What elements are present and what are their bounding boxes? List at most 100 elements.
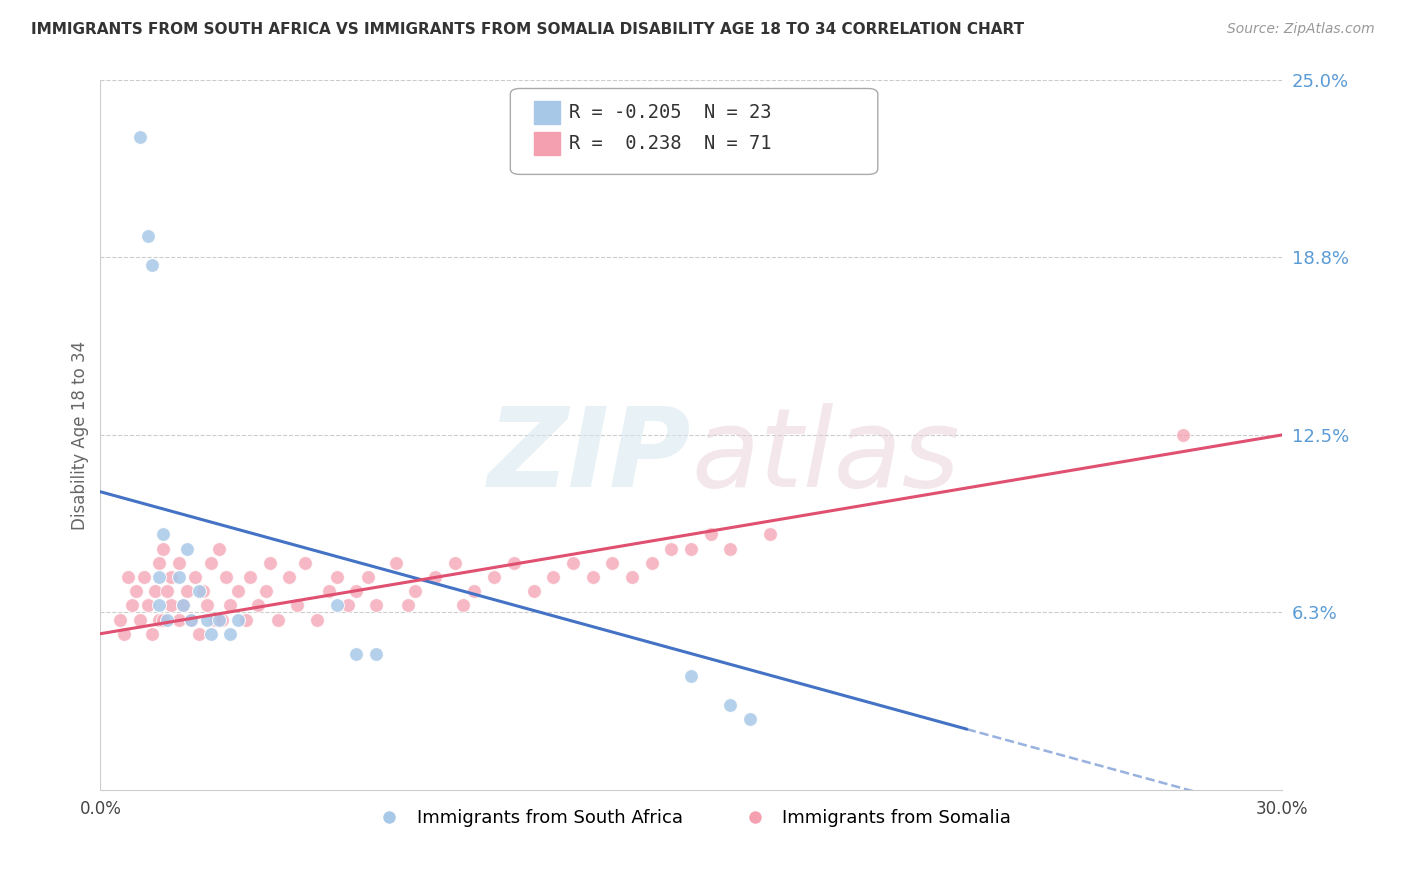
Point bbox=[443, 556, 465, 570]
Point bbox=[136, 229, 159, 244]
Point bbox=[200, 626, 222, 640]
Point bbox=[108, 613, 131, 627]
Point bbox=[661, 541, 683, 556]
Point bbox=[384, 556, 406, 570]
Point bbox=[1173, 428, 1195, 442]
Point bbox=[128, 129, 150, 144]
Point bbox=[132, 570, 155, 584]
Point bbox=[759, 527, 782, 541]
Point bbox=[621, 570, 644, 584]
Point bbox=[167, 570, 190, 584]
Text: R =  0.238  N = 71: R = 0.238 N = 71 bbox=[569, 134, 772, 153]
Point bbox=[172, 599, 194, 613]
Point bbox=[204, 613, 226, 627]
Point bbox=[325, 599, 347, 613]
Point bbox=[156, 613, 179, 627]
Point bbox=[344, 647, 367, 661]
Point bbox=[226, 613, 249, 627]
Point bbox=[325, 570, 347, 584]
Text: Source: ZipAtlas.com: Source: ZipAtlas.com bbox=[1227, 22, 1375, 37]
Point bbox=[211, 613, 233, 627]
Point bbox=[176, 541, 198, 556]
Point bbox=[219, 626, 242, 640]
Point bbox=[602, 556, 624, 570]
Point bbox=[141, 258, 163, 272]
Point bbox=[160, 599, 183, 613]
Point bbox=[167, 613, 190, 627]
Point bbox=[152, 613, 174, 627]
Point bbox=[582, 570, 605, 584]
Point bbox=[176, 584, 198, 599]
Point bbox=[187, 584, 209, 599]
Point bbox=[195, 599, 218, 613]
Point bbox=[145, 584, 167, 599]
Point bbox=[720, 698, 742, 712]
Point bbox=[404, 584, 426, 599]
Point bbox=[148, 599, 170, 613]
Point bbox=[451, 599, 474, 613]
Point bbox=[180, 613, 202, 627]
Point bbox=[152, 527, 174, 541]
Point bbox=[423, 570, 446, 584]
Point bbox=[117, 570, 139, 584]
Point bbox=[266, 613, 288, 627]
Point bbox=[195, 613, 218, 627]
Point bbox=[482, 570, 505, 584]
Point bbox=[200, 556, 222, 570]
Point bbox=[112, 626, 135, 640]
Point bbox=[259, 556, 281, 570]
Point bbox=[215, 570, 238, 584]
Point bbox=[184, 570, 207, 584]
Point bbox=[357, 570, 380, 584]
Point bbox=[318, 584, 340, 599]
Point bbox=[364, 599, 387, 613]
Point bbox=[720, 541, 742, 556]
Point bbox=[396, 599, 419, 613]
Y-axis label: Disability Age 18 to 34: Disability Age 18 to 34 bbox=[72, 341, 89, 530]
Point bbox=[148, 570, 170, 584]
Point bbox=[278, 570, 301, 584]
FancyBboxPatch shape bbox=[510, 88, 877, 175]
Point bbox=[160, 570, 183, 584]
Point bbox=[191, 584, 214, 599]
Text: R = -0.205  N = 23: R = -0.205 N = 23 bbox=[569, 103, 772, 122]
Point bbox=[305, 613, 328, 627]
Point bbox=[180, 613, 202, 627]
Point bbox=[125, 584, 148, 599]
Bar bbox=[534, 132, 560, 154]
Point bbox=[148, 613, 170, 627]
Point bbox=[681, 669, 703, 683]
Point bbox=[121, 599, 143, 613]
Point bbox=[364, 647, 387, 661]
Point bbox=[522, 584, 544, 599]
Point bbox=[541, 570, 564, 584]
Point bbox=[246, 599, 269, 613]
Text: ZIP: ZIP bbox=[488, 403, 692, 509]
Point bbox=[700, 527, 723, 541]
Point bbox=[254, 584, 277, 599]
Point bbox=[337, 599, 360, 613]
Point bbox=[187, 626, 209, 640]
Point bbox=[562, 556, 585, 570]
Point bbox=[502, 556, 524, 570]
Legend: Immigrants from South Africa, Immigrants from Somalia: Immigrants from South Africa, Immigrants… bbox=[364, 802, 1018, 834]
Point bbox=[141, 626, 163, 640]
Point bbox=[740, 712, 762, 726]
Point bbox=[148, 556, 170, 570]
Point bbox=[285, 599, 308, 613]
Point bbox=[152, 541, 174, 556]
Point bbox=[167, 556, 190, 570]
Point bbox=[641, 556, 664, 570]
Point bbox=[156, 584, 179, 599]
Text: IMMIGRANTS FROM SOUTH AFRICA VS IMMIGRANTS FROM SOMALIA DISABILITY AGE 18 TO 34 : IMMIGRANTS FROM SOUTH AFRICA VS IMMIGRAN… bbox=[31, 22, 1024, 37]
Point bbox=[172, 599, 194, 613]
Point bbox=[235, 613, 257, 627]
Point bbox=[207, 541, 229, 556]
Point bbox=[463, 584, 485, 599]
Point bbox=[219, 599, 242, 613]
Point bbox=[128, 613, 150, 627]
Point bbox=[239, 570, 262, 584]
Point bbox=[344, 584, 367, 599]
Text: atlas: atlas bbox=[692, 403, 960, 509]
Point bbox=[681, 541, 703, 556]
